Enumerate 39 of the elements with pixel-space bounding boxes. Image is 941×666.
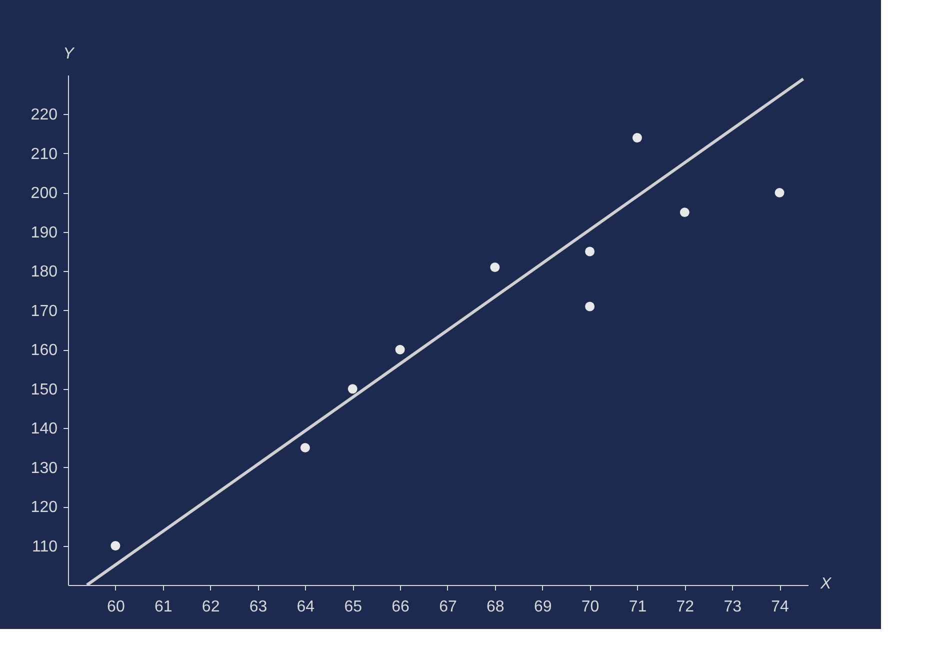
x-tick-label: 73 bbox=[724, 598, 742, 616]
x-tick-label: 70 bbox=[581, 598, 600, 616]
y-tick-label: 120 bbox=[30, 499, 58, 516]
point bbox=[774, 188, 784, 198]
x-tick-label: 69 bbox=[534, 598, 552, 616]
y-tick-label: 170 bbox=[30, 302, 58, 320]
point bbox=[348, 384, 358, 394]
y-tick-label: 210 bbox=[30, 146, 58, 163]
y-tick-label: 140 bbox=[30, 420, 58, 438]
y-tick-label: 200 bbox=[30, 185, 58, 202]
y-tick-label: 180 bbox=[30, 264, 58, 281]
y-tick-label: 150 bbox=[30, 381, 58, 398]
y-tick-label: 110 bbox=[32, 538, 58, 556]
x-tick-label: 66 bbox=[392, 598, 410, 616]
x-tick-label: 64 bbox=[296, 598, 315, 616]
x-tick-label: 63 bbox=[249, 598, 268, 616]
x-tick-label: 62 bbox=[202, 598, 220, 616]
x-tick-label: 65 bbox=[344, 598, 362, 616]
x-tick-label: 61 bbox=[154, 598, 172, 616]
point bbox=[632, 133, 642, 143]
x-axis-title: X bbox=[820, 576, 832, 592]
y-tick-label: 160 bbox=[30, 342, 58, 360]
x-tick-label: 71 bbox=[628, 598, 647, 616]
point bbox=[110, 541, 120, 551]
point bbox=[300, 442, 310, 452]
x-tick-label: 68 bbox=[486, 598, 504, 616]
point bbox=[395, 344, 405, 354]
y-tick-label: 130 bbox=[30, 460, 58, 477]
point bbox=[680, 208, 690, 218]
x-tick-label: 72 bbox=[676, 598, 694, 616]
y-axis-title: Y bbox=[63, 46, 76, 62]
x-tick-label: 67 bbox=[439, 598, 457, 616]
y-tick-label: 220 bbox=[30, 106, 58, 124]
point bbox=[585, 246, 595, 256]
point bbox=[585, 302, 595, 312]
y-tick-label: 190 bbox=[30, 224, 58, 242]
x-tick-label: 60 bbox=[107, 598, 125, 616]
x-tick-label: 74 bbox=[771, 598, 790, 616]
point bbox=[490, 262, 500, 272]
